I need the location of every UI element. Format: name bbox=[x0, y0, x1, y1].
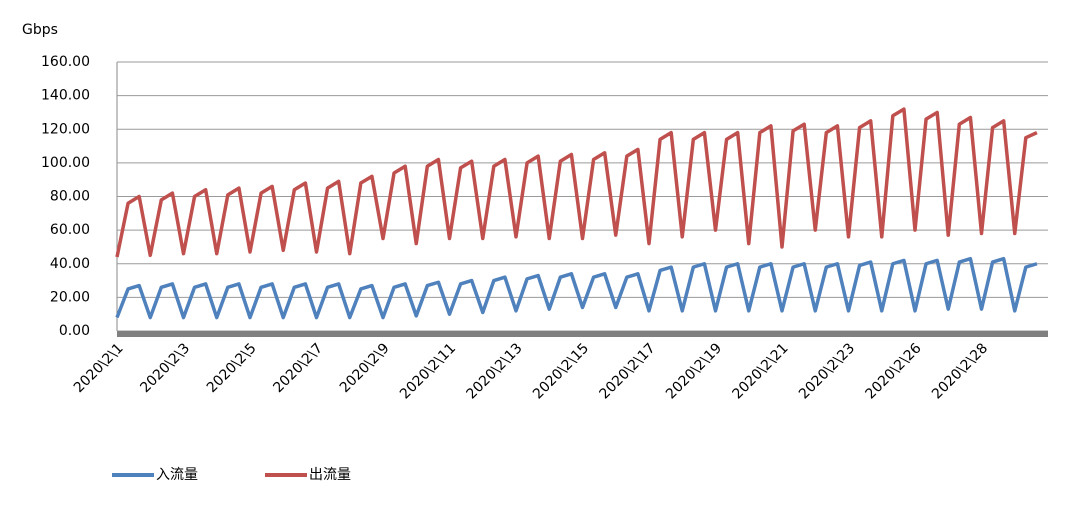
x-tick-label: 2020\2\15 bbox=[530, 340, 592, 402]
y-tick-label: 20.00 bbox=[50, 289, 90, 305]
x-tick-label: 2020\2\28 bbox=[929, 340, 991, 402]
y-tick-label: 120.00 bbox=[41, 121, 90, 137]
x-axis bbox=[117, 331, 1048, 337]
x-tick-label: 2020\2\5 bbox=[204, 340, 260, 396]
x-tick-label: 2020\2\11 bbox=[397, 340, 459, 402]
y-tick-label: 0.00 bbox=[59, 323, 90, 339]
x-tick-label: 2020\2\13 bbox=[464, 340, 526, 402]
x-tick-label: 2020\2\7 bbox=[270, 340, 326, 396]
x-tick-label: 2020\2\1 bbox=[71, 340, 127, 396]
data-line bbox=[115, 107, 1038, 258]
y-tick-label: 40.00 bbox=[50, 256, 90, 272]
x-tick-label: 2020\2\19 bbox=[663, 340, 725, 402]
y-tick-label: 60.00 bbox=[50, 222, 90, 238]
y-tick-label: 80.00 bbox=[50, 189, 90, 205]
y-tick-label: 160.00 bbox=[41, 54, 90, 70]
y-axis-label: Gbps bbox=[22, 22, 58, 38]
legend-label: 出流量 bbox=[309, 467, 351, 483]
x-tick-label: 2020\2\21 bbox=[730, 340, 792, 402]
x-tick-label: 2020\2\26 bbox=[863, 340, 925, 402]
x-tick-label: 2020\2\3 bbox=[137, 340, 193, 396]
x-tick-label: 2020\2\9 bbox=[337, 340, 393, 396]
legend-label: 入流量 bbox=[156, 467, 198, 483]
data-line bbox=[115, 256, 1038, 320]
y-tick-label: 140.00 bbox=[41, 88, 90, 104]
y-tick-label: 100.00 bbox=[41, 155, 90, 171]
x-tick-label: 2020\2\23 bbox=[796, 340, 858, 402]
x-tick-label: 2020\2\17 bbox=[597, 340, 659, 402]
